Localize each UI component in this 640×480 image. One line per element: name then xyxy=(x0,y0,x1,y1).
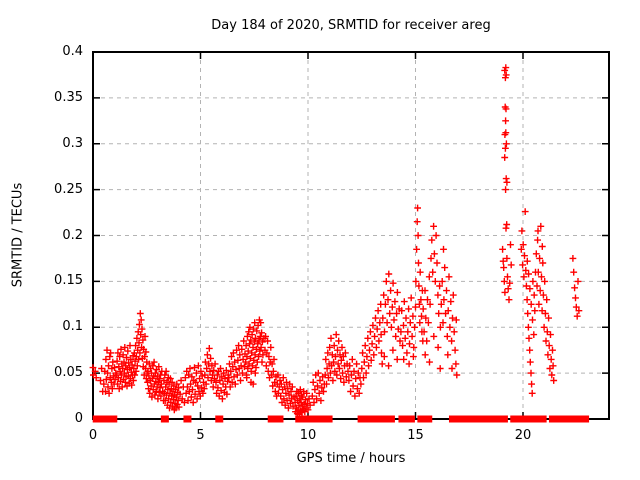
zero-value-marker-run xyxy=(267,415,277,423)
y-tick-label: 0.05 xyxy=(54,365,83,381)
zero-value-marker-run xyxy=(373,415,384,423)
x-tick-label: 0 xyxy=(88,428,98,443)
y-tick-label: 0.3 xyxy=(62,135,83,151)
zero-value-marker-run xyxy=(275,415,284,423)
y-tick-label: 0.2 xyxy=(62,227,83,243)
zero-value-marker-run xyxy=(183,415,192,423)
y-tick-label: 0.1 xyxy=(62,319,83,335)
x-axis-label: GPS time / hours xyxy=(296,451,406,466)
zero-value-marker-run xyxy=(381,415,395,423)
y-tick-label: 0.15 xyxy=(54,273,83,289)
zero-value-marker-run xyxy=(548,415,557,423)
zero-value-marker-run xyxy=(366,415,375,423)
zero-value-marker-run xyxy=(488,415,503,423)
zero-value-marker-run xyxy=(521,415,530,423)
zero-value-marker-run xyxy=(532,415,541,423)
y-tick-label: 0.4 xyxy=(62,44,83,59)
zero-value-marker-run xyxy=(455,415,476,423)
y-tick-label: 0 xyxy=(74,411,83,426)
zero-value-marker-run xyxy=(448,415,457,423)
zero-value-marker-run xyxy=(516,415,525,423)
zero-value-marker-run xyxy=(357,415,368,423)
zero-value-marker-run xyxy=(103,415,112,423)
chart-title: Day 184 of 2020, SRMTID for receiver are… xyxy=(211,18,491,33)
zero-value-marker-run xyxy=(561,415,570,423)
x-tick-label: 20 xyxy=(514,428,532,443)
zero-value-marker-run xyxy=(568,415,583,423)
zero-value-marker-run xyxy=(405,415,415,423)
zero-value-marker-run xyxy=(527,415,536,423)
y-tick-label: 0.35 xyxy=(54,89,83,105)
zero-value-marker-run xyxy=(323,415,333,423)
zero-value-marker-run xyxy=(554,415,563,423)
x-tick-label: 10 xyxy=(299,428,317,443)
zero-value-marker-run xyxy=(510,415,519,423)
zero-value-marker-run xyxy=(109,415,118,423)
zero-value-marker-run xyxy=(398,415,408,423)
scatter-points xyxy=(89,64,583,418)
zero-value-marker-run xyxy=(580,415,590,423)
zero-value-marker-run xyxy=(92,415,104,423)
zero-value-marker-run xyxy=(310,415,325,423)
zero-value-marker-run xyxy=(215,415,224,423)
zero-value-marker-run xyxy=(417,415,426,423)
zero-value-marker-run xyxy=(424,415,433,423)
zero-value-marker-run xyxy=(160,415,169,423)
zero-value-marker-run xyxy=(295,415,313,423)
zero-value-marker-run xyxy=(499,415,508,423)
x-tick-label: 15 xyxy=(407,428,424,443)
y-tick-label: 0.25 xyxy=(54,181,83,197)
zero-value-marker-run xyxy=(538,415,547,423)
zero-value-marker-run xyxy=(474,415,492,423)
x-tick-label: 5 xyxy=(196,428,205,443)
